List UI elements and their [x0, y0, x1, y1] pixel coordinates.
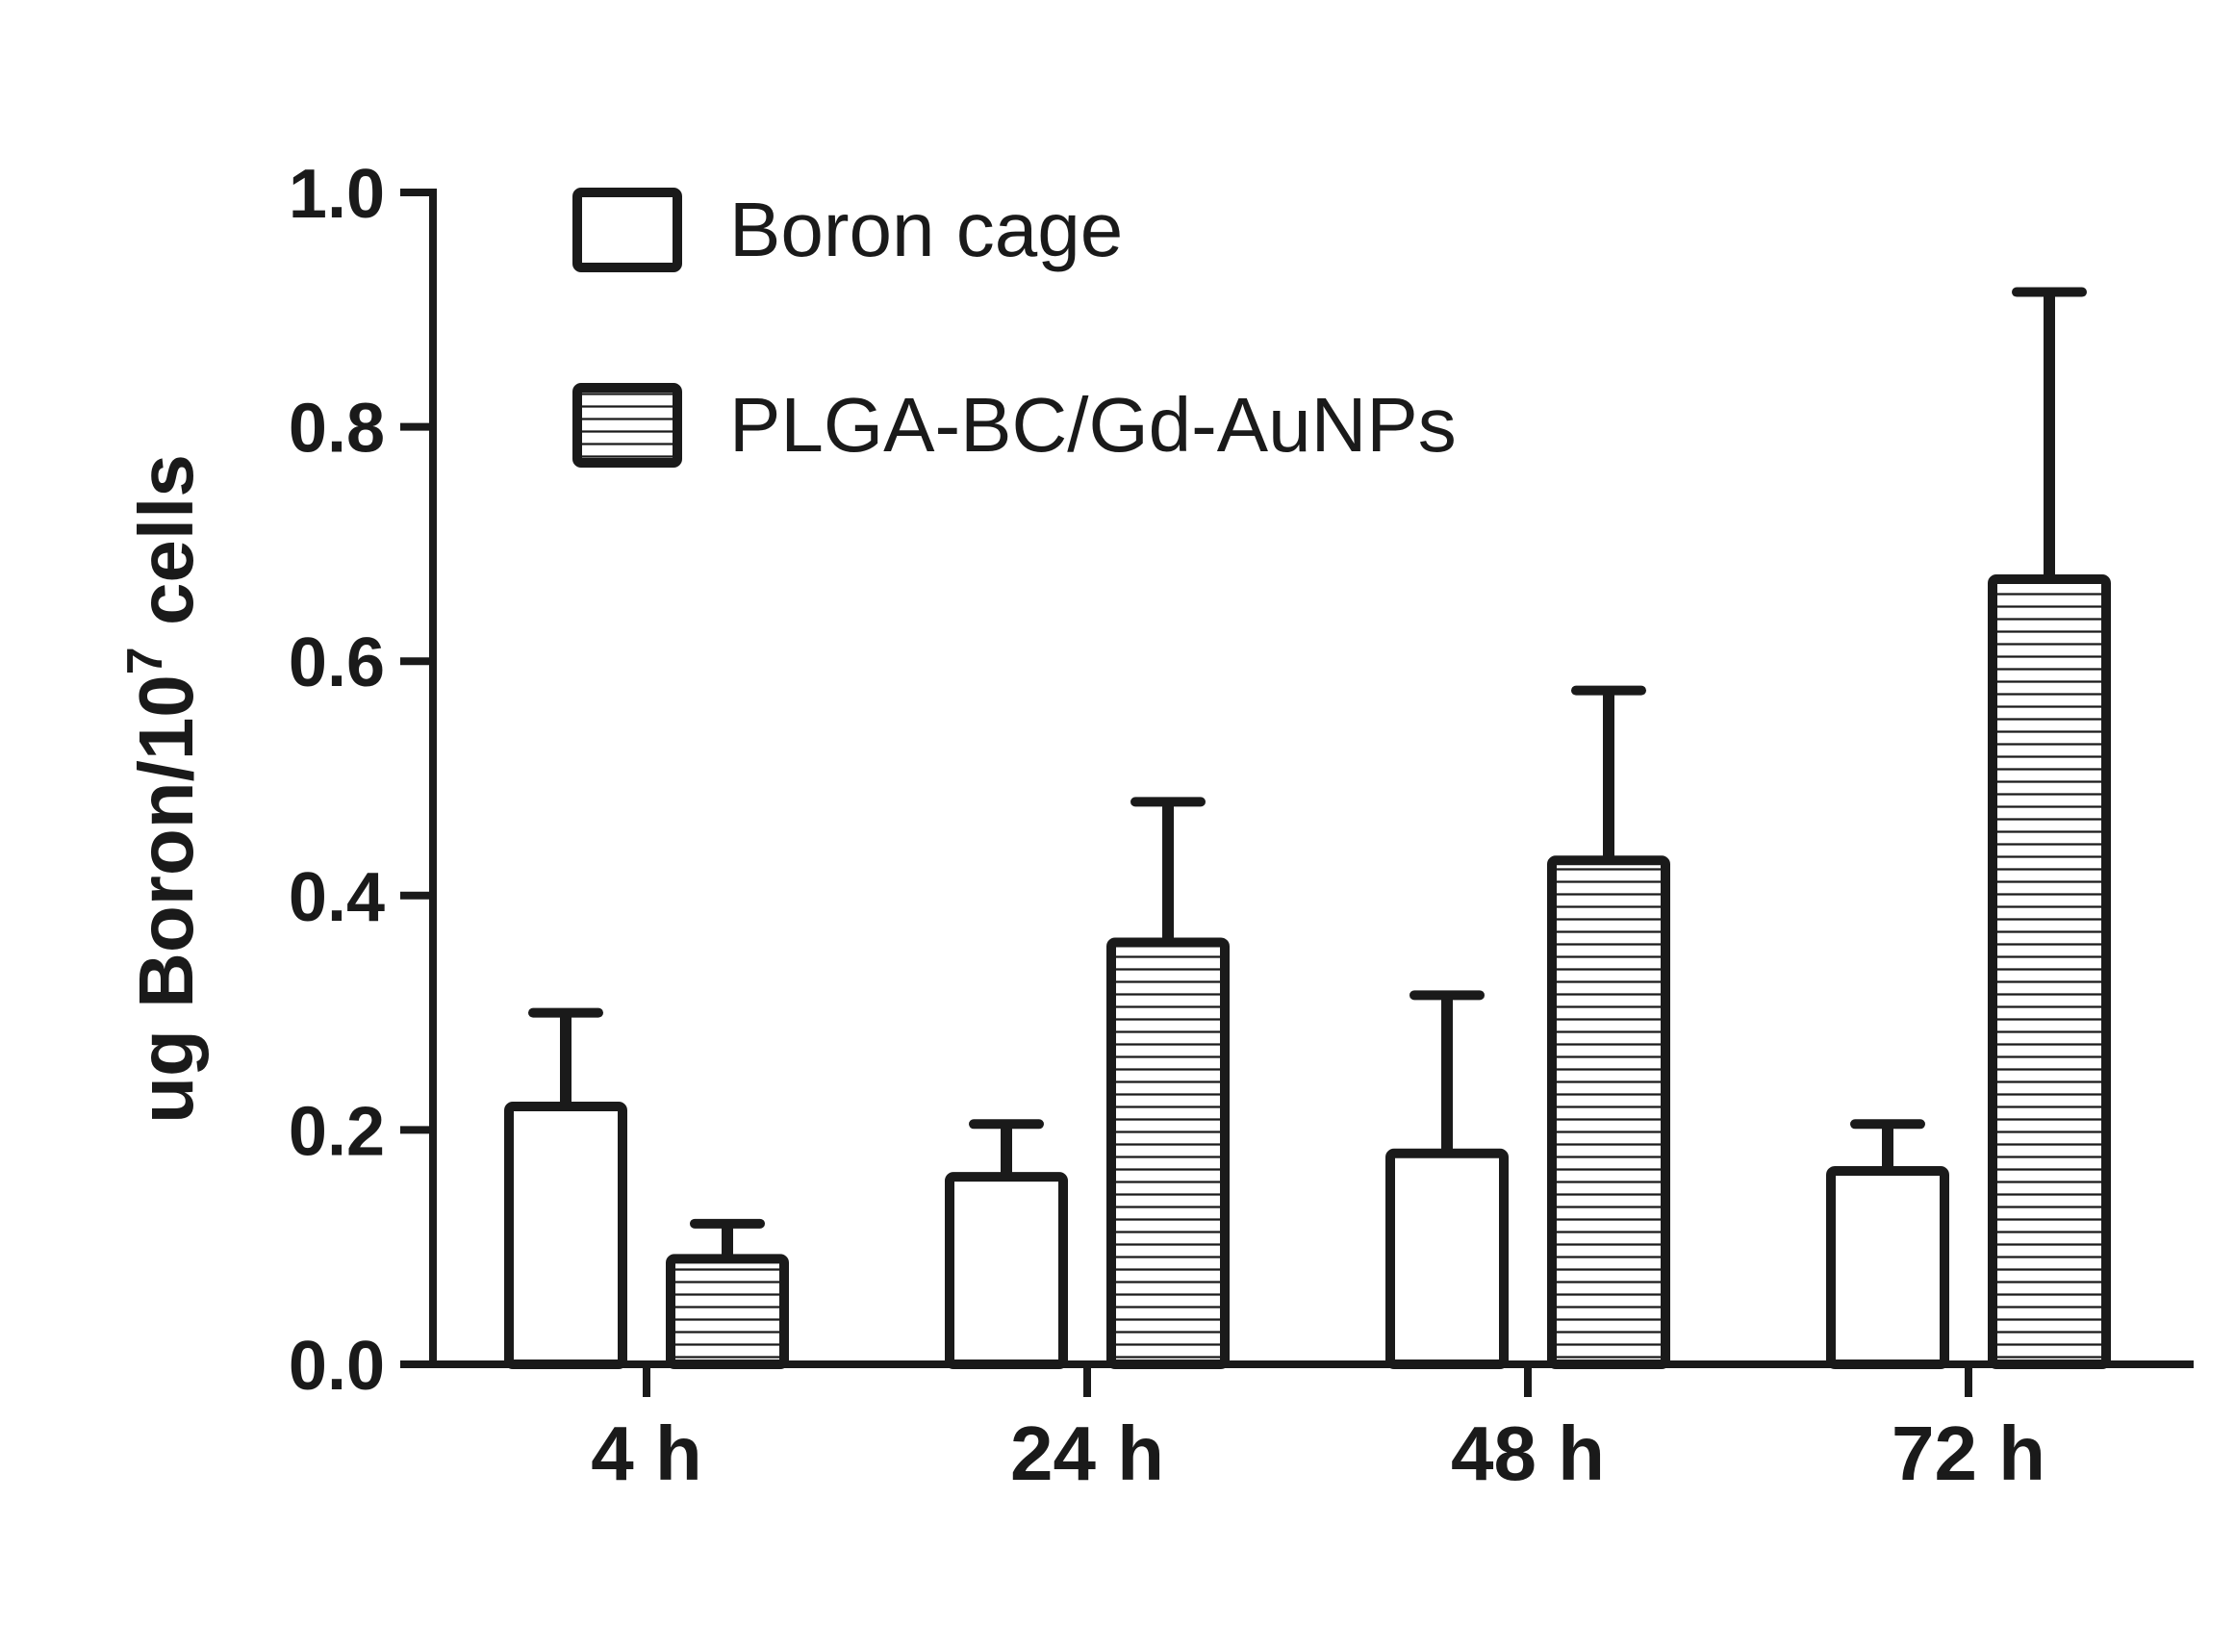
legend: Boron cage PLGA-BC/Gd-AuNPs — [572, 187, 1457, 468]
bars — [504, 287, 2111, 1370]
bar-boron-cage — [1826, 1166, 1949, 1370]
bar-plga-bc-gd-aunps — [1988, 573, 2111, 1369]
x-tick-label: 72 h — [1892, 1411, 2045, 1496]
bar-plga-bc-gd-aunps — [666, 1254, 789, 1370]
axes: 0.0 0.2 0.4 0.6 0.8 1.0 4 h 24 h 48 h 72 h — [289, 156, 2194, 1496]
y-tick-label: 0.8 — [289, 391, 385, 468]
x-tick-label: 4 h — [591, 1411, 702, 1496]
legend-label: Boron cage — [729, 187, 1123, 272]
legend-swatch-boron-cage — [572, 188, 682, 272]
legend-label: PLGA-BC/Gd-AuNPs — [729, 382, 1457, 468]
bar-boron-cage — [945, 1172, 1068, 1369]
y-tick-label: 0.4 — [289, 859, 385, 936]
bar-boron-cage — [1385, 1148, 1509, 1370]
y-tick-label: 0.6 — [289, 624, 385, 701]
legend-swatch-plga-bc-gd-aunps — [572, 383, 682, 468]
y-tick-label: 0.2 — [289, 1093, 385, 1170]
y-tick-label: 1.0 — [289, 156, 385, 233]
y-axis-title: ug Boron/107 cells — [117, 454, 209, 1124]
bar-plga-bc-gd-aunps — [1106, 937, 1230, 1370]
x-tick-label: 48 h — [1451, 1411, 1605, 1496]
y-axis-title-superscript: 7 — [117, 647, 173, 674]
y-axis-title-suffix: cells — [123, 454, 209, 647]
bar-plga-bc-gd-aunps — [1547, 855, 1670, 1369]
y-axis-title-main: ug Boron/10 — [123, 674, 209, 1124]
bar-boron-cage — [504, 1102, 627, 1370]
y-tick-label: 0.0 — [289, 1328, 385, 1405]
x-tick-label: 24 h — [1010, 1411, 1164, 1496]
